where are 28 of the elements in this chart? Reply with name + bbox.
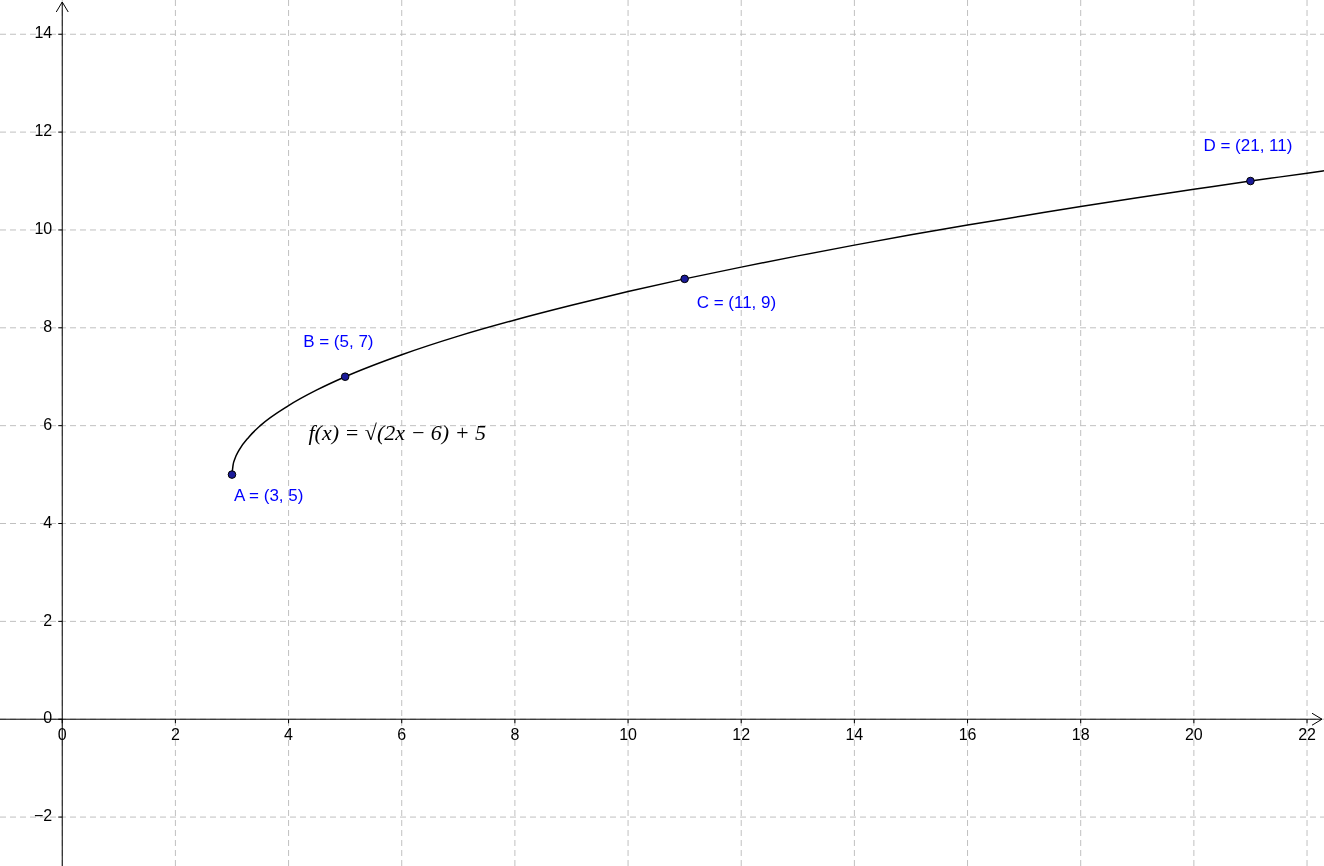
x-tick-label: 4	[284, 726, 294, 744]
y-tick-label: 8	[43, 318, 53, 336]
x-tick-label: 10	[619, 726, 638, 744]
y-tick-label: 14	[34, 24, 53, 42]
annotation: f(x) = √(2x − 6) + 5	[308, 419, 487, 445]
x-tick-label: 6	[397, 726, 407, 744]
x-tick-label: 22	[1298, 726, 1317, 744]
y-tick-label: −2	[33, 807, 53, 825]
x-tick-label: 20	[1184, 726, 1203, 744]
point	[227, 470, 237, 479]
x-tick-label: 12	[732, 726, 751, 744]
y-tick-label: 6	[43, 415, 53, 433]
x-tick-label: 16	[958, 726, 977, 744]
y-tick-label: 10	[34, 220, 53, 238]
point	[680, 274, 689, 284]
y-tick-label: 4	[43, 513, 53, 531]
annotation: D = (21, 11)	[1203, 136, 1293, 156]
x-tick-label: 14	[845, 726, 864, 744]
x-tick-label: 2	[170, 726, 180, 744]
point	[1246, 176, 1255, 186]
y-tick-label: 2	[43, 611, 53, 629]
annotation: B = (5, 7)	[303, 331, 374, 351]
x-tick-label: 8	[510, 726, 520, 744]
x-tick-label: 18	[1071, 726, 1090, 744]
point	[340, 372, 350, 382]
y-tick-label: 12	[34, 122, 53, 140]
annotation: A = (3, 5)	[233, 485, 304, 505]
annotation: C = (11, 9)	[696, 292, 777, 312]
